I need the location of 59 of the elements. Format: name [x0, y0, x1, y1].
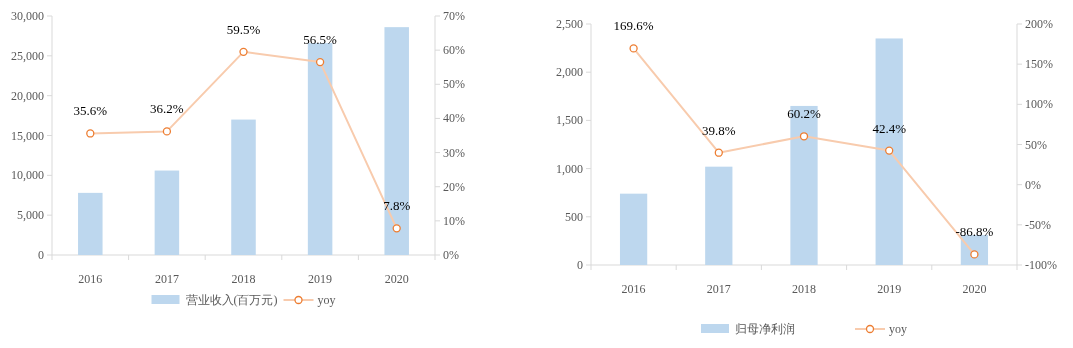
y-tick-label: 1,500 — [556, 113, 583, 128]
bar — [231, 119, 256, 255]
data-label: 60.2% — [787, 106, 821, 122]
y2-tick-label: -100% — [1025, 258, 1057, 272]
y2-tick-label: 200% — [1025, 17, 1053, 31]
y2-tick-label: 10% — [443, 213, 465, 228]
bar — [384, 27, 409, 255]
bar — [307, 43, 333, 255]
data-label: 56.5% — [303, 32, 338, 48]
y2-tick-label: 0% — [443, 248, 459, 262]
legend-label: yoy — [889, 322, 907, 336]
data-label: 7.8% — [383, 198, 411, 214]
x-tick-label: 2019 — [877, 282, 902, 296]
y-tick-label: 2,500 — [556, 17, 583, 31]
legend-label: yoy — [317, 293, 336, 307]
y2-tick-label: 20% — [443, 179, 465, 194]
y-tick-label: 2,000 — [556, 65, 583, 80]
y-tick-label: 10,000 — [11, 168, 44, 183]
y2-tick-label: -50% — [1025, 217, 1051, 232]
x-tick-label: 2020 — [962, 282, 987, 296]
y-tick-label: 5,000 — [17, 208, 44, 223]
y-tick-label: 0 — [577, 258, 583, 272]
bar — [619, 193, 648, 265]
data-label: 35.6% — [73, 103, 108, 119]
bar — [154, 170, 180, 255]
y2-tick-label: 30% — [443, 145, 465, 160]
data-label: 39.8% — [702, 122, 736, 138]
bar — [78, 192, 103, 255]
y-tick-label: 0 — [38, 248, 44, 262]
y2-tick-label: 0% — [1025, 177, 1041, 192]
x-tick-label: 2018 — [792, 282, 816, 296]
x-tick-label: 2019 — [308, 272, 333, 286]
y2-tick-label: 50% — [1025, 137, 1047, 152]
x-tick-label: 2017 — [706, 282, 731, 296]
x-tick-label: 2016 — [621, 282, 646, 296]
legend-label: 营业收入(百万元) — [185, 293, 278, 307]
y2-tick-label: 50% — [443, 77, 465, 92]
y-tick-label: 25,000 — [11, 48, 44, 63]
x-tick-label: 2017 — [154, 272, 179, 286]
y-tick-label: 1,000 — [556, 161, 583, 176]
bar — [705, 166, 733, 265]
x-tick-label: 2016 — [78, 272, 103, 286]
y-tick-label: 20,000 — [11, 88, 44, 103]
x-tick-label: 2018 — [231, 272, 256, 286]
data-label: 169.6% — [613, 18, 654, 34]
y2-tick-label: 100% — [1025, 97, 1053, 112]
y-tick-label: 15,000 — [11, 128, 44, 143]
x-tick-label: 2020 — [384, 272, 409, 286]
y2-tick-label: 70% — [443, 9, 465, 23]
y2-tick-label: 60% — [443, 43, 465, 58]
data-label: 36.2% — [150, 101, 184, 117]
y-tick-label: 500 — [565, 209, 583, 224]
y2-tick-label: 150% — [1025, 57, 1053, 72]
y-tick-label: 30,000 — [11, 9, 44, 23]
data-label: 59.5% — [226, 21, 261, 37]
data-label: 42.4% — [872, 120, 907, 136]
legend-label: 归母净利润 — [735, 322, 795, 336]
y2-tick-label: 40% — [443, 111, 465, 126]
data-label: -86.8% — [955, 224, 994, 240]
